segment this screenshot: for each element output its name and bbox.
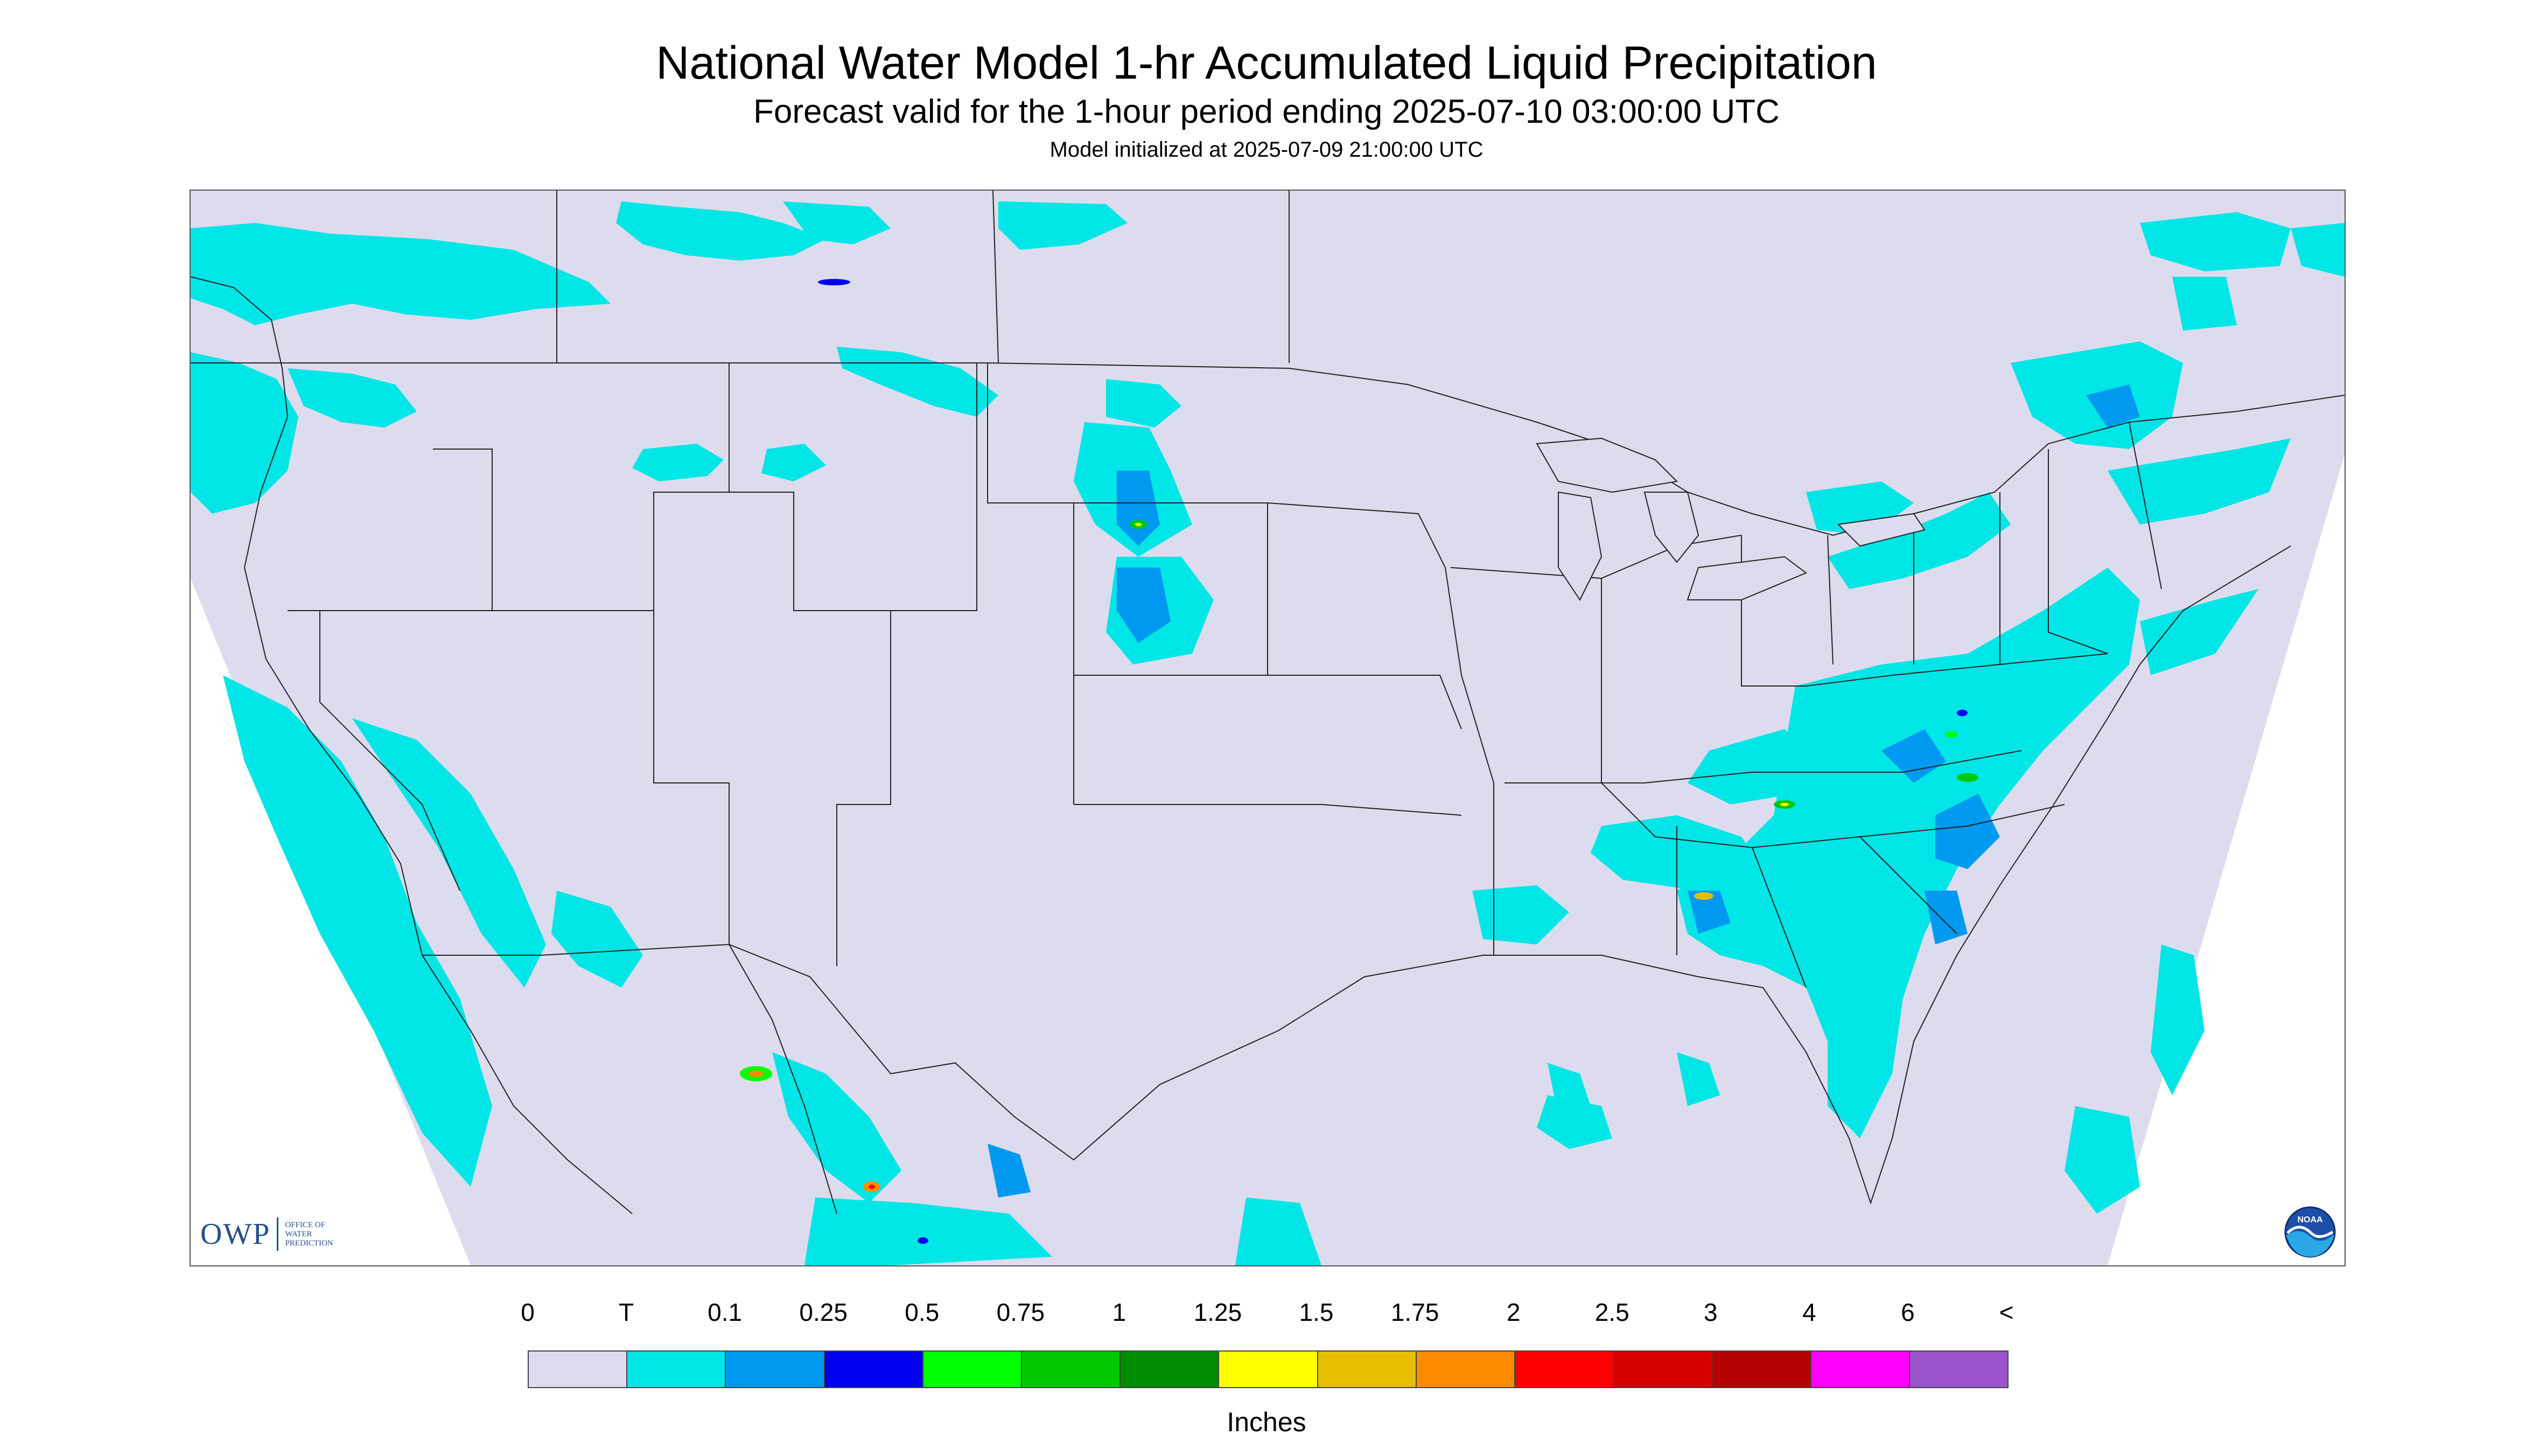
precip-heavy-cores (740, 279, 1978, 1244)
owp-logo-subtext: OFFICE OF WATER PREDICTION (285, 1221, 360, 1248)
legend-label: 2 (1506, 1298, 1521, 1326)
legend-units-label: Inches (1227, 1407, 1306, 1437)
legend-swatch (824, 1352, 923, 1387)
precip-0-1-areas (988, 384, 2140, 1198)
legend-color-bar (528, 1350, 2009, 1388)
legend-label: 0.25 (799, 1298, 848, 1326)
legend-swatch (529, 1352, 628, 1387)
legend-labels: 0 T 0.1 0.25 0.5 0.75 1 1.25 1.5 1.75 2 2.5 3 4 6 < (0, 1298, 2533, 1330)
legend-label: 4 (1802, 1298, 1816, 1326)
forecast-valid-subtitle: Forecast valid for the 1-hour period end… (753, 93, 1780, 130)
precip-trace-areas (191, 201, 2345, 1265)
owp-logo-divider (277, 1217, 279, 1251)
legend-swatch (726, 1352, 825, 1387)
legend-swatch (1219, 1352, 1318, 1387)
legend-label: 0.1 (708, 1298, 743, 1326)
owp-subtext-line: WATER (285, 1229, 312, 1238)
legend-swatch (1416, 1352, 1516, 1387)
legend-swatch (627, 1352, 726, 1387)
legend-label: 6 (1901, 1298, 1915, 1326)
legend-swatch (1515, 1352, 1614, 1387)
legend-label: < (1999, 1298, 2014, 1326)
noaa-logo: NOAA (2284, 1206, 2336, 1258)
legend-label: 0.75 (996, 1298, 1045, 1326)
legend-label: 0 (521, 1298, 535, 1326)
map-title: National Water Model 1-hr Accumulated Li… (656, 37, 1877, 89)
great-lakes (1536, 437, 1926, 601)
legend-swatch (1712, 1352, 1811, 1387)
owp-logo: OWP OFFICE OF WATER PREDICTION (200, 1213, 360, 1256)
legend-swatch (1121, 1352, 1220, 1387)
legend-swatch (923, 1352, 1023, 1387)
legend-swatch (1811, 1352, 1910, 1387)
legend-label: 2.5 (1594, 1298, 1629, 1326)
noaa-logo-text: NOAA (2297, 1215, 2323, 1224)
legend-label: 1 (1112, 1298, 1126, 1326)
precip-legend: 0 T 0.1 0.25 0.5 0.75 1 1.25 1.5 1.75 2 2.5 3 4 6 < Inc… (0, 1287, 2533, 1448)
legend-swatch (1909, 1352, 2008, 1387)
legend-swatch (1318, 1352, 1417, 1387)
legend-label: 3 (1704, 1298, 1718, 1326)
owp-subtext-line: OFFICE OF (285, 1220, 326, 1229)
legend-label: 1.5 (1299, 1298, 1334, 1326)
owp-subtext-line: PREDICTION (285, 1238, 333, 1248)
owp-logo-text: OWP (200, 1217, 271, 1251)
legend-label: 0.5 (905, 1298, 940, 1326)
model-init-line: Model initialized at 2025-07-09 21:00:00… (1049, 138, 1484, 162)
boundaries (191, 191, 2345, 1214)
precipitation-map: OWP OFFICE OF WATER PREDICTION NOAA (190, 190, 2346, 1266)
legend-label: 1.75 (1390, 1298, 1439, 1326)
legend-swatch (1614, 1352, 1713, 1387)
legend-label: T (619, 1298, 634, 1326)
legend-label: 1.25 (1193, 1298, 1242, 1326)
legend-swatch (1022, 1352, 1121, 1387)
map-canvas (191, 191, 2345, 1265)
